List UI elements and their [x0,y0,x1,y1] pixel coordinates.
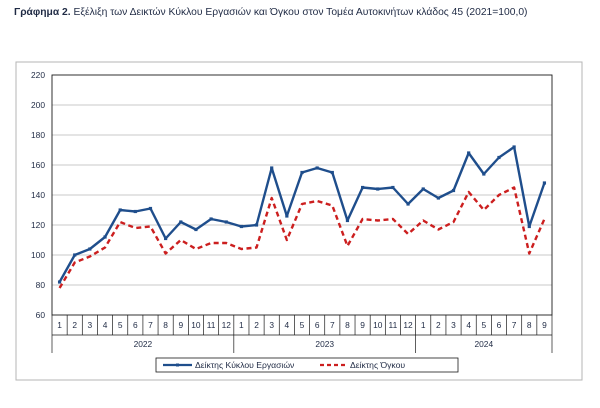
x-tick-label: 11 [207,320,216,330]
x-tick-label: 8 [527,320,532,330]
x-tick-label: 3 [451,320,456,330]
x-tick-label: 8 [345,320,350,330]
data-point [421,187,425,191]
x-tick-label: 8 [163,320,168,330]
data-point [436,196,440,200]
data-point [118,208,122,212]
y-tick-label: 160 [31,160,45,170]
data-point [542,181,547,185]
data-point [224,220,228,224]
data-point [88,247,92,251]
data-point [285,214,289,218]
x-tick-label: 2 [436,320,441,330]
data-point [315,166,319,170]
data-point [254,223,259,227]
y-tick-label: 140 [31,190,45,200]
x-tick-label: 9 [178,320,183,330]
x-tick-label: 5 [481,320,486,330]
year-label: 2022 [134,339,153,349]
data-point [451,188,456,193]
legend-box [155,357,459,373]
grid-lines [52,104,552,286]
data-point [73,253,77,257]
x-tick-label: 5 [118,320,123,330]
data-point [133,209,137,214]
x-tick-label: 2 [72,320,77,330]
chart-outer-frame [15,61,583,381]
data-point [482,172,486,176]
x-tick-label: 7 [330,320,335,330]
x-tick-label: 10 [373,320,383,330]
data-point [330,170,334,175]
y-tick-label: 100 [31,250,45,260]
series-lines [57,145,547,289]
chart-title-text: Εξέλιξη των Δεικτών Κύκλου Εργασιών και … [73,7,528,18]
data-point [179,220,183,224]
data-point [376,187,380,191]
x-tick-label: 12 [403,320,413,330]
data-point [103,235,107,239]
data-point [300,170,304,175]
data-point [391,185,395,190]
data-point [209,217,213,221]
chart-title-prefix: Γράφημα 2. [14,7,71,18]
data-point [239,224,243,229]
x-tick-label: 12 [222,320,232,330]
x-tick-label: 9 [360,320,365,330]
data-point [148,206,153,211]
legend-label-volume: Δείκτης Όγκου [350,360,405,370]
x-tick-label: 3 [269,320,274,330]
x-tick-label: 1 [421,320,426,330]
x-tick-label: 6 [315,320,320,330]
y-tick-label: 200 [31,100,45,110]
y-tick-label: 220 [31,70,45,80]
x-tick-label: 4 [466,320,471,330]
data-point [345,218,350,223]
series-line-1 [58,186,546,289]
plot-area-border [51,74,553,316]
x-axis: 1 2 3 4 5 6 7 8 9 10 11 12 1 2 3 4 5 6 7 8 9 10 11 12 1 2 3 4 5 6 7 8 92… [51,315,553,353]
data-point [270,166,274,170]
y-tick-label: 180 [31,130,45,140]
y-tick-label: 120 [31,220,45,230]
data-point [164,236,168,241]
legend: Δείκτης Κύκλου Εργασιών Δείκτης Όγκου [155,357,459,373]
data-point [527,224,531,229]
year-label: 2024 [474,339,493,349]
x-tick-label: 9 [542,320,547,330]
x-tick-label: 1 [239,320,244,330]
x-tick-label: 7 [148,320,153,330]
data-point [406,202,410,206]
data-point [57,280,62,284]
data-point [497,155,501,160]
x-tick-label: 5 [300,320,305,330]
y-tick-label: 60 [36,310,46,320]
x-tick-label: 6 [133,320,138,330]
legend-label-turnover: Δείκτης Κύκλου Εργασιών [195,360,294,370]
y-axis: 60 80 100 120 140 160 180 200 220 [31,70,45,320]
x-tick-label: 4 [103,320,108,330]
chart-title: Γράφημα 2. Εξέλιξη των Δεικτών Κύκλου Ερ… [14,7,528,18]
y-tick-label: 80 [36,280,46,290]
x-tick-label: 3 [88,320,93,330]
data-point [361,185,365,190]
x-tick-label: 4 [285,320,290,330]
x-tick-label: 6 [497,320,502,330]
year-label: 2023 [315,339,334,349]
x-tick-label: 7 [512,320,517,330]
x-tick-label: 2 [254,320,259,330]
x-tick-label: 1 [57,320,62,330]
legend-marker-turnover [176,363,179,367]
data-point [512,145,516,149]
data-point [194,227,198,232]
x-tick-label: 10 [191,320,201,330]
x-tick-label: 11 [389,320,398,330]
data-point [467,151,471,155]
